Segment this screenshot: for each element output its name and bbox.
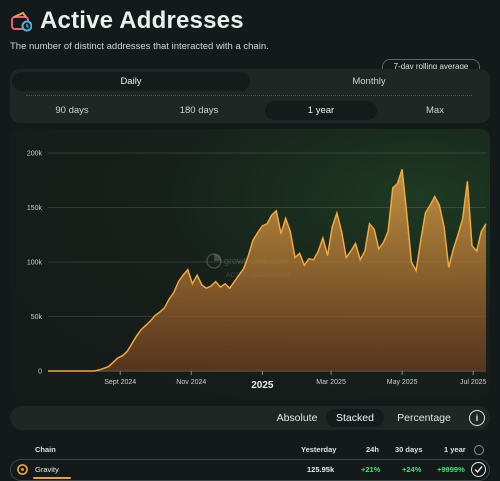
info-icon[interactable]: i [469, 410, 485, 426]
col-header-chain[interactable]: Chain [35, 445, 56, 454]
chain-name: Gravity [35, 465, 59, 474]
x-tick-label: Sept 2024 [104, 379, 136, 386]
y-tick-label: 100k [27, 260, 43, 267]
x-tick-label: Jul 2025 [460, 379, 487, 386]
col-header-1-year[interactable]: 1 year [444, 445, 466, 454]
chart-controls: Daily Monthly 90 days 180 days 1 year Ma… [10, 69, 490, 123]
toggle-absolute[interactable]: Absolute [276, 412, 318, 424]
select-all-check-icon[interactable] [474, 445, 484, 455]
active-addresses-icon [11, 11, 32, 32]
row-check-icon[interactable] [471, 462, 486, 477]
y-tick-label: 150k [27, 205, 43, 212]
granularity-selector: Daily Monthly [12, 72, 488, 91]
range-90-days[interactable]: 90 days [55, 105, 89, 116]
range-1-year[interactable]: 1 year [265, 101, 377, 120]
value-yesterday: 125.95k [307, 465, 335, 474]
tab-monthly[interactable]: Monthly [352, 76, 386, 87]
view-toggle: Absolute Stacked Percentage i [10, 406, 490, 430]
table-row[interactable]: Gravity 125.95k +21% +24% +9999% [10, 459, 490, 481]
col-header-24h[interactable]: 24h [366, 445, 379, 454]
rolling-average-badge: 7-day rolling average [382, 59, 480, 74]
tab-daily[interactable]: Daily [12, 72, 250, 91]
page-subtitle: The number of distinct addresses that in… [10, 41, 269, 52]
page-title: Active Addresses [40, 7, 244, 34]
change-30-days: +24% [402, 465, 422, 474]
x-tick-label: May 2025 [387, 379, 418, 386]
col-header-yesterday[interactable]: Yesterday [301, 445, 337, 454]
x-tick-label: Nov 2024 [176, 379, 206, 386]
series-area [48, 169, 486, 371]
range-selector: 90 days 180 days 1 year Max [12, 101, 488, 120]
x-tick-label: 2025 [251, 380, 274, 391]
toggle-stacked[interactable]: Stacked [326, 409, 384, 427]
y-tick-label: 0 [38, 369, 42, 376]
col-header-30-days[interactable]: 30 days [395, 445, 423, 454]
checkmark-icon [474, 466, 483, 474]
chain-color-bar [33, 477, 71, 479]
toggle-percentage[interactable]: Percentage [397, 412, 451, 424]
growthepie-logo-icon [206, 253, 222, 269]
active-addresses-chart[interactable]: growthepie.com ACTIVE ADDRESSES 050k100k… [10, 129, 490, 399]
chart-svg: growthepie.com ACTIVE ADDRESSES 050k100k… [27, 151, 487, 391]
change-1-year: +9999% [437, 465, 465, 474]
y-tick-label: 50k [31, 314, 43, 321]
x-tick-label: Mar 2025 [316, 379, 346, 386]
series-line [48, 169, 487, 372]
gravity-chain-icon [17, 464, 28, 475]
change-24h: +21% [361, 465, 381, 474]
range-180-days[interactable]: 180 days [179, 105, 219, 116]
y-tick-label: 200k [27, 151, 43, 158]
header: Active Addresses [10, 6, 490, 36]
range-max[interactable]: Max [426, 105, 444, 116]
divider [26, 95, 472, 96]
